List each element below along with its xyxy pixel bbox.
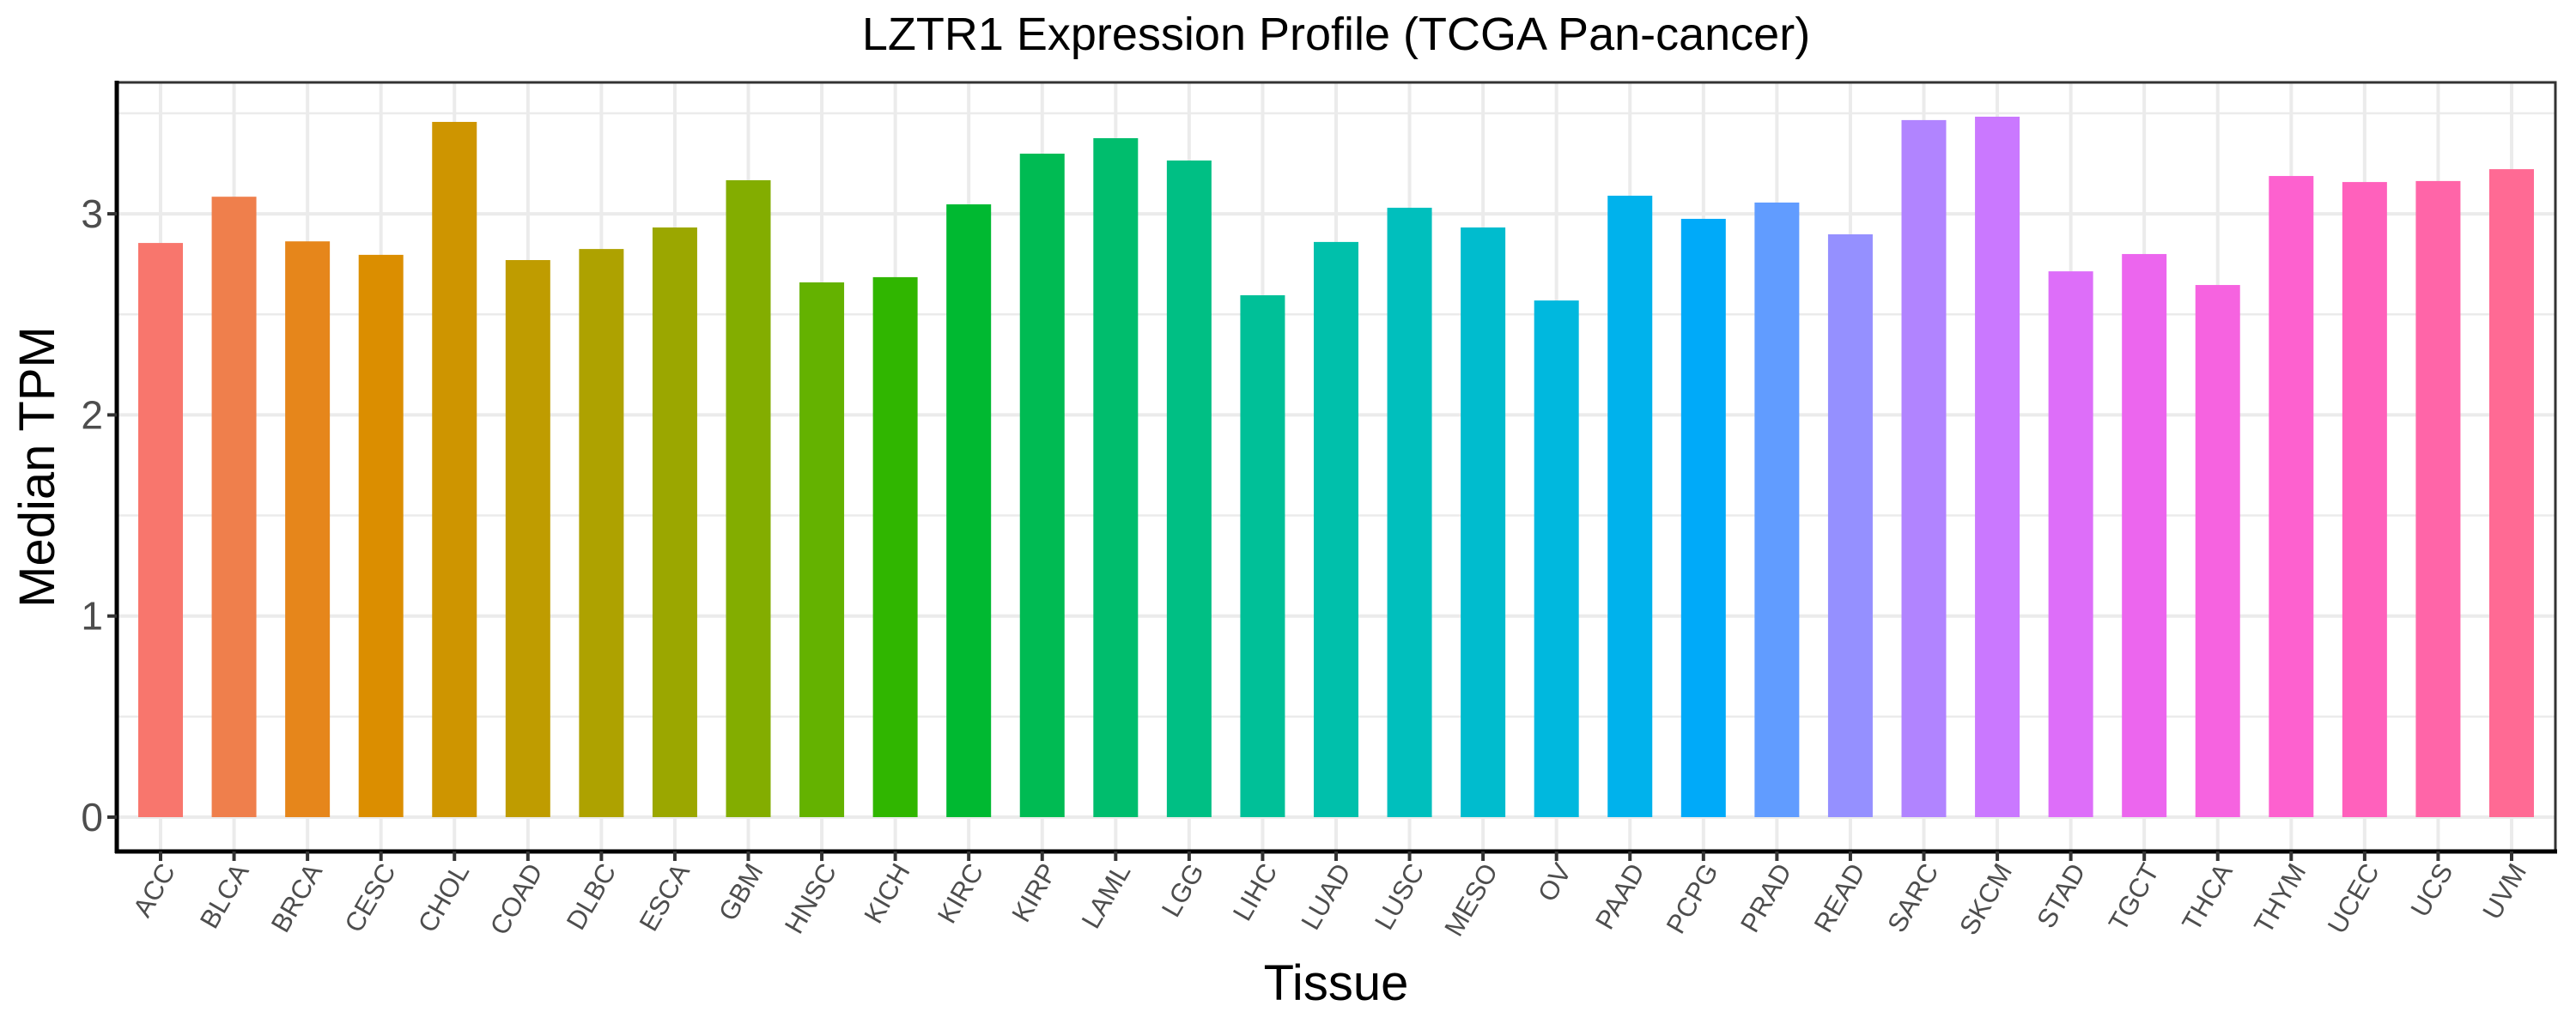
- x-axis-title: Tissue: [1264, 955, 1409, 1011]
- bar-kirc: [946, 204, 992, 818]
- y-tick-label: 3: [81, 191, 103, 236]
- y-tick-label: 1: [81, 594, 103, 639]
- bar-skcm: [1975, 116, 2020, 817]
- bar-laml: [1093, 138, 1139, 818]
- y-axis-ticks: 0 1 2 3: [81, 191, 117, 839]
- chart-title: LZTR1 Expression Profile (TCGA Pan-cance…: [862, 9, 1810, 60]
- bar-hnsc: [799, 282, 845, 817]
- bar-kirp: [1019, 154, 1065, 817]
- bar-read: [1827, 233, 1873, 817]
- bar-lgg: [1166, 161, 1212, 817]
- bar-gbm: [726, 179, 771, 817]
- bar-esca: [652, 227, 697, 817]
- bar-kich: [872, 276, 918, 817]
- bar-stad: [2048, 271, 2093, 817]
- bar-luad: [1314, 241, 1358, 818]
- bar-meso: [1461, 227, 1506, 817]
- bar-ucec: [2342, 182, 2387, 818]
- bar-blca: [211, 197, 257, 817]
- bar-coad: [505, 259, 550, 817]
- bar-brca: [285, 241, 331, 817]
- y-tick-label: 0: [81, 795, 103, 839]
- bar-sarc: [1901, 119, 1947, 817]
- bar-dlbc: [579, 249, 624, 817]
- bar-prad: [1754, 202, 1800, 818]
- bar-ov: [1534, 300, 1579, 817]
- bar-tgct: [2122, 253, 2167, 818]
- bar-cesc: [358, 254, 404, 817]
- bar-thym: [2269, 176, 2314, 817]
- bar-paad: [1607, 196, 1653, 817]
- y-tick-label: 2: [81, 392, 103, 437]
- bar-chol: [432, 122, 477, 817]
- bar-ucs: [2415, 180, 2461, 817]
- bar-lihc: [1240, 294, 1285, 818]
- y-axis-title: Median TPM: [9, 326, 65, 608]
- bar-pcpg: [1680, 218, 1726, 817]
- bar-acc: [138, 243, 183, 817]
- bar-thca: [2195, 285, 2240, 817]
- bar-uvm: [2489, 169, 2534, 818]
- bar-lusc: [1387, 208, 1432, 818]
- bars: [138, 116, 2534, 818]
